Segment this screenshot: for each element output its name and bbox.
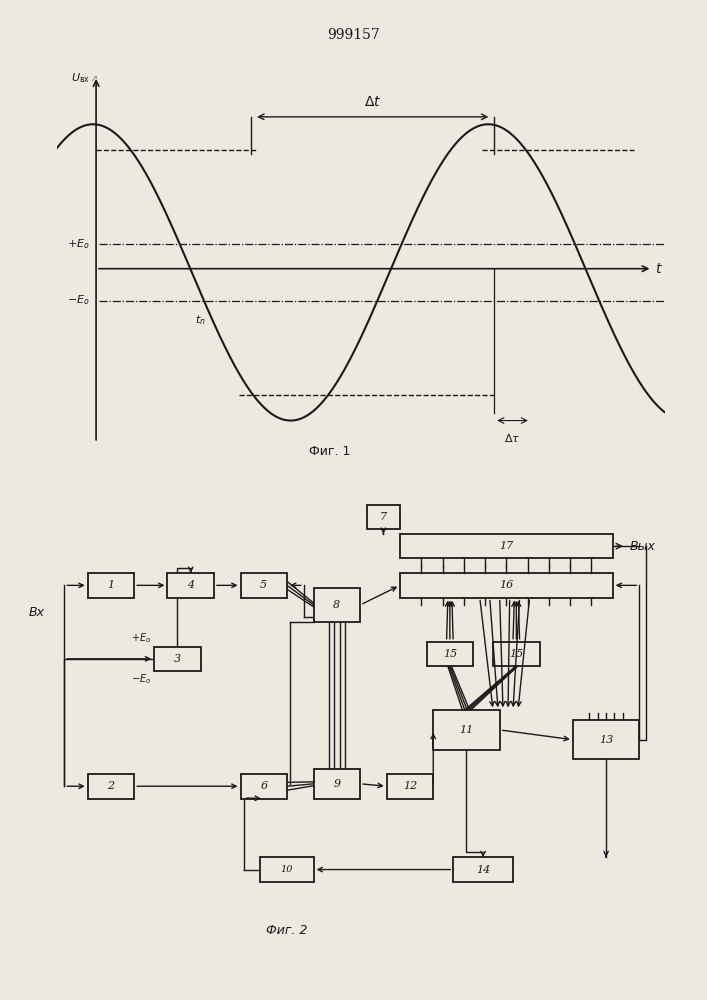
Text: 10: 10 [281,865,293,874]
Text: 8: 8 [333,600,341,610]
Bar [433,710,500,750]
Text: 7: 7 [380,512,387,522]
Bar [314,769,360,798]
Bar [367,504,400,529]
Text: 15: 15 [443,649,457,659]
Bar [88,774,134,798]
Bar [493,642,539,666]
Text: $t_n$: $t_n$ [195,313,206,327]
Text: $\Delta t$: $\Delta t$ [364,95,381,109]
Bar [168,573,214,598]
Text: 15: 15 [509,649,523,659]
Bar [260,857,314,882]
Bar [573,720,639,759]
Bar [154,647,201,671]
Text: 1: 1 [107,580,115,590]
Text: 11: 11 [460,725,474,735]
Text: Вых: Вых [629,540,655,553]
Text: $+E_o$: $+E_o$ [131,631,151,645]
Text: 13: 13 [599,735,613,745]
Bar [426,642,473,666]
Text: 16: 16 [499,580,513,590]
Bar [314,588,360,622]
Bar [240,573,287,598]
Bar [400,534,613,558]
Bar [387,774,433,798]
Text: 17: 17 [499,541,513,551]
Bar [240,774,287,798]
Text: 5: 5 [260,580,267,590]
Text: 2: 2 [107,781,115,791]
Text: Фиг. 1: Фиг. 1 [310,445,351,458]
Bar [453,857,513,882]
Text: $\nearrow$: $\nearrow$ [88,74,98,84]
Text: $+E_o$: $+E_o$ [67,237,90,251]
Text: 12: 12 [403,781,417,791]
Text: Вх: Вх [28,606,45,619]
Text: 14: 14 [476,865,490,875]
Text: $-E_o$: $-E_o$ [67,294,90,307]
Text: $\Delta\tau$: $\Delta\tau$ [504,432,521,444]
Text: 3: 3 [174,654,181,664]
Text: $-E_o$: $-E_o$ [131,673,151,686]
Text: Фиг. 2: Фиг. 2 [267,924,308,937]
Text: $U_{\rm вх}$: $U_{\rm вх}$ [71,71,90,85]
Text: 999157: 999157 [327,28,380,42]
Text: 4: 4 [187,580,194,590]
Bar [88,573,134,598]
Text: 6: 6 [260,781,267,791]
Text: 9: 9 [333,779,341,789]
Bar [400,573,613,598]
Text: $t$: $t$ [655,262,663,276]
